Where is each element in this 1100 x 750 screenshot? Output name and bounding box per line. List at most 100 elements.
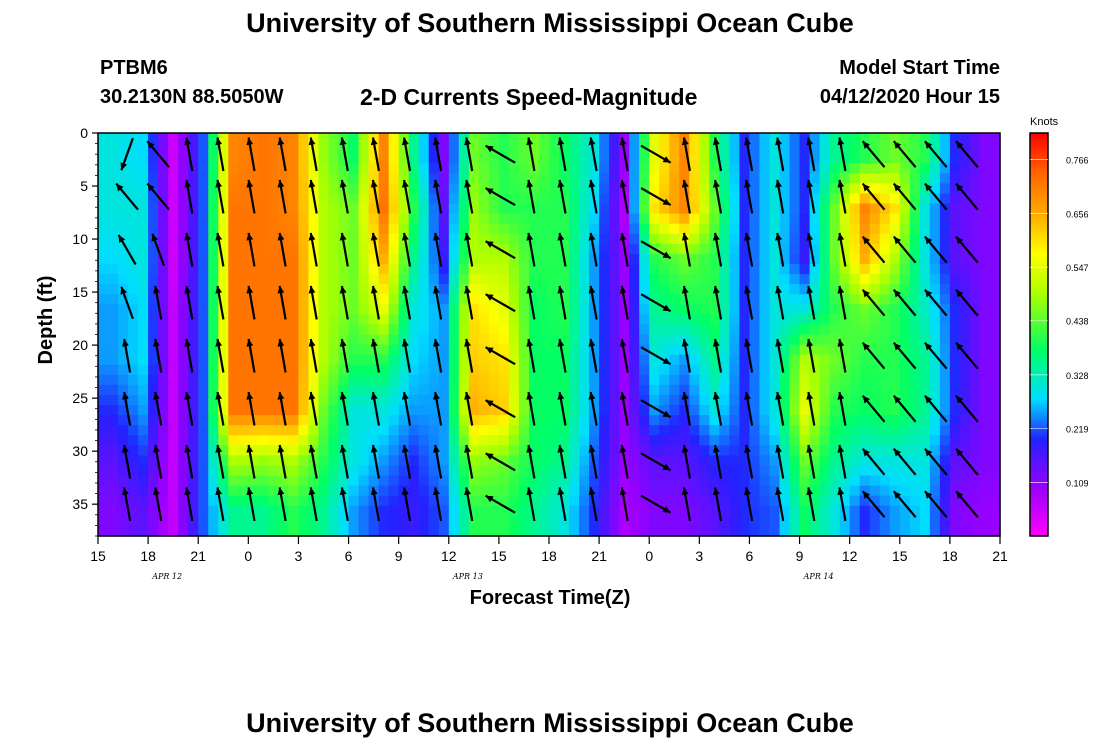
heatmap-cell [599, 354, 610, 366]
heatmap-cell [348, 455, 360, 467]
heatmap-cell [248, 183, 259, 195]
heatmap-cell [148, 344, 159, 356]
current-arrow [215, 137, 225, 172]
heatmap-cell [138, 485, 149, 497]
heatmap-cell [989, 284, 1001, 295]
heatmap-cell [98, 334, 109, 346]
heatmap-cell [518, 133, 530, 144]
current-arrow [744, 487, 754, 522]
heatmap-cell [549, 364, 560, 376]
heatmap-cell [228, 475, 239, 487]
heatmap-cell [398, 243, 410, 255]
heatmap-cell [468, 465, 480, 477]
heatmap-cell [98, 233, 109, 245]
heatmap-cell [208, 243, 219, 255]
heatmap-cell [108, 163, 119, 174]
heatmap-cell [639, 435, 650, 446]
current-arrow [837, 285, 847, 320]
heatmap-cell [408, 223, 420, 235]
heatmap-cell [178, 314, 189, 326]
heatmap-cell [869, 143, 881, 154]
heatmap-cell [318, 274, 330, 285]
heatmap-cell [869, 425, 881, 436]
heatmap-cell [218, 294, 229, 305]
heatmap-cell [468, 415, 480, 426]
heatmap-cell [438, 344, 450, 356]
heatmap-cell [699, 304, 710, 315]
heatmap-cell [238, 133, 249, 144]
heatmap-cell [508, 314, 520, 326]
heatmap-cell [248, 475, 259, 487]
current-arrow [184, 487, 194, 522]
heatmap-cell [168, 465, 179, 477]
heatmap-cell [949, 384, 961, 396]
heatmap-cell [248, 515, 259, 527]
heatmap-cell [418, 143, 430, 154]
heatmap-cell [729, 133, 741, 144]
heatmap-cell [158, 364, 169, 376]
heatmap-cell [809, 475, 821, 487]
heatmap-cell [388, 253, 400, 265]
heatmap-cell [378, 415, 390, 426]
heatmap-cell [498, 364, 510, 376]
heatmap-cell [458, 173, 470, 184]
heatmap-cell [218, 445, 229, 456]
current-arrow [308, 137, 318, 172]
heatmap-cell [679, 143, 690, 154]
heatmap-cell [118, 374, 129, 386]
heatmap-cell [538, 173, 550, 184]
heatmap-cell [579, 344, 590, 356]
heatmap-cell [388, 153, 400, 164]
heatmap-cell [218, 213, 229, 225]
heatmap-cell [288, 334, 300, 346]
heatmap-cell [629, 364, 640, 376]
heatmap-cell [759, 143, 771, 154]
heatmap-cell [208, 304, 219, 315]
heatmap-cell [258, 495, 269, 507]
heatmap-cell [98, 394, 109, 406]
heatmap-cell [248, 294, 259, 305]
heatmap-cell [378, 173, 390, 184]
heatmap-cell [318, 203, 330, 215]
heatmap-cell [148, 193, 159, 205]
heatmap-cell [659, 314, 670, 326]
heatmap-cell [859, 485, 871, 497]
heatmap-cell [98, 455, 109, 467]
heatmap-cell [579, 183, 590, 195]
heatmap-cell [939, 405, 951, 416]
heatmap-cell [368, 354, 380, 366]
heatmap-cell [619, 304, 630, 315]
heatmap-cell [468, 515, 480, 527]
heatmap-cell [689, 334, 700, 346]
heatmap-cell [348, 344, 360, 356]
heatmap-cell [408, 133, 420, 144]
heatmap-cell [238, 243, 249, 255]
heatmap-cell [569, 243, 580, 255]
heatmap-cell [258, 525, 269, 537]
heatmap-cell [939, 354, 951, 366]
heatmap-cell [649, 515, 660, 527]
heatmap-cell [579, 364, 590, 376]
heatmap-cell [659, 143, 670, 154]
heatmap-cell [418, 223, 430, 235]
heatmap-cell [528, 405, 540, 416]
heatmap-cell [629, 384, 640, 396]
heatmap-cell [749, 415, 761, 426]
heatmap-cell [659, 133, 670, 144]
heatmap-cell [238, 515, 249, 527]
heatmap-cell [148, 324, 159, 336]
heatmap-cell [599, 495, 610, 507]
heatmap-cell [348, 304, 360, 315]
heatmap-cell [388, 525, 400, 537]
heatmap-cell [488, 475, 500, 487]
heatmap-cell [639, 475, 650, 487]
current-arrow [775, 338, 785, 373]
heatmap-cell [388, 133, 400, 144]
heatmap-cell [218, 133, 229, 144]
heatmap-cell [298, 193, 310, 205]
heatmap-cell [819, 515, 831, 527]
heatmap-cell [949, 274, 961, 285]
heatmap-cell [629, 394, 640, 406]
heatmap-cell [118, 475, 129, 487]
heatmap-cell [458, 253, 470, 265]
